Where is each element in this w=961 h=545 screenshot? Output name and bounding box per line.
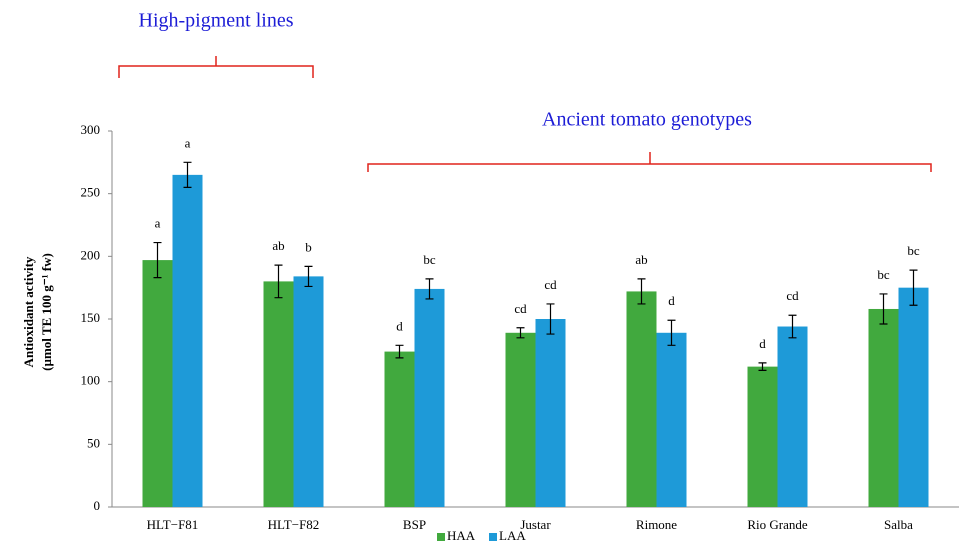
error-bar (274, 264, 283, 299)
significance-letter: b (305, 239, 312, 254)
error-bar (304, 265, 313, 288)
error-bar (395, 344, 404, 359)
error-bar (183, 161, 192, 188)
y-tick-label: 100 (81, 373, 101, 388)
significance-letter: cd (544, 277, 557, 292)
significance-letter: cd (514, 301, 527, 316)
bar (172, 174, 203, 507)
error-bar (153, 241, 162, 279)
bar (656, 332, 687, 507)
error-bar (667, 319, 676, 346)
y-tick-label: 150 (81, 310, 101, 325)
bar (142, 260, 173, 507)
error-bar (909, 269, 918, 306)
x-tick-label: HLT−F81 (147, 517, 199, 532)
legend-swatch (437, 533, 445, 541)
x-tick-label: Justar (520, 517, 551, 532)
x-tick-label: Salba (884, 517, 913, 532)
bar (263, 281, 294, 507)
error-bar (788, 314, 797, 339)
legend-label: HAA (447, 528, 476, 543)
significance-letter: ab (635, 252, 647, 267)
bar (747, 366, 778, 507)
bracket (118, 56, 314, 78)
x-tick-label: HLT−F82 (268, 517, 320, 532)
annotation: High-pigment lines (139, 10, 294, 32)
bar (626, 291, 657, 507)
error-bar (637, 278, 646, 305)
y-tick-label: 250 (81, 185, 101, 200)
significance-letter: a (155, 216, 161, 231)
y-tick-label: 0 (94, 498, 101, 513)
error-bar (879, 293, 888, 325)
y-axis-label: Antioxidant activity (21, 256, 36, 367)
significance-letter: d (668, 293, 675, 308)
significance-letter: bc (423, 252, 436, 267)
bar (384, 351, 415, 507)
error-bar (546, 303, 555, 335)
annotation: Ancient tomato genotypes (542, 109, 752, 131)
bar (414, 288, 445, 507)
y-tick-label: 300 (81, 122, 101, 137)
significance-letter: cd (786, 288, 799, 303)
significance-letter: d (396, 318, 403, 333)
x-tick-label: BSP (403, 517, 426, 532)
bar (868, 308, 899, 507)
bracket (367, 152, 932, 172)
bar (535, 319, 566, 507)
significance-letter: a (185, 135, 191, 150)
legend-swatch (489, 533, 497, 541)
x-tick-label: Rimone (636, 517, 677, 532)
error-bar (425, 278, 434, 300)
significance-letter: bc (877, 267, 890, 282)
error-bar (516, 327, 525, 339)
y-tick-label: 50 (87, 435, 100, 450)
x-tick-label: Rio Grande (747, 517, 808, 532)
bar (293, 276, 324, 507)
error-bar (758, 362, 767, 371)
bar (898, 287, 929, 507)
significance-letter: ab (272, 238, 284, 253)
bar (505, 332, 536, 507)
y-tick-label: 200 (81, 247, 101, 262)
bar (777, 326, 808, 507)
significance-letter: d (759, 336, 766, 351)
y-axis-label: (µmol TE 100 g⁻¹ fw) (39, 253, 54, 371)
significance-letter: bc (907, 243, 920, 258)
legend-label: LAA (499, 528, 526, 543)
